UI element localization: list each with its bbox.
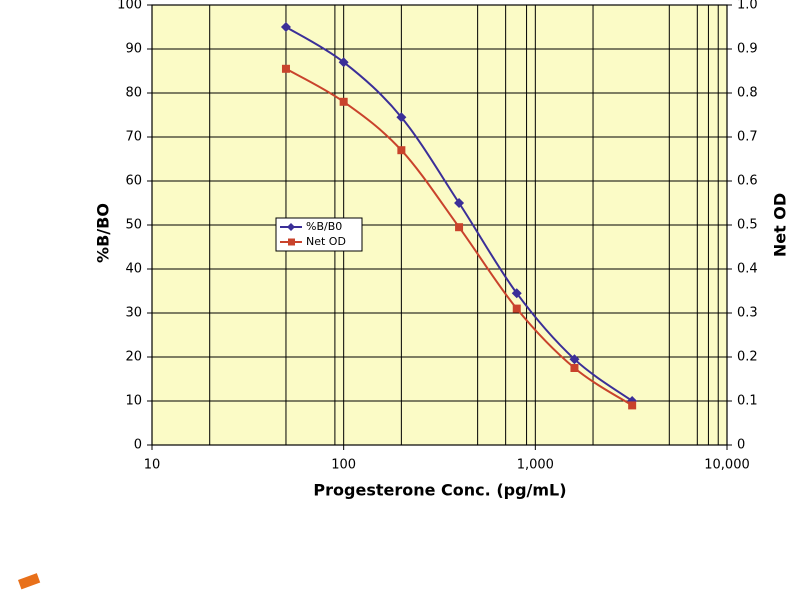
y-tick-label: 80 bbox=[125, 86, 142, 101]
x-tick-label: 10 bbox=[144, 458, 161, 473]
y-axis-title: %B/BO bbox=[94, 203, 113, 263]
data-point bbox=[396, 112, 407, 123]
data-point bbox=[397, 146, 406, 155]
y2-tick-label: 1.0 bbox=[737, 0, 758, 13]
data-point bbox=[454, 198, 465, 208]
y-tick-label: 0 bbox=[134, 438, 142, 453]
y-tick-label: 20 bbox=[125, 350, 142, 365]
legend-label: Net OD bbox=[306, 235, 346, 248]
data-point bbox=[570, 364, 579, 372]
data-point bbox=[511, 288, 522, 299]
y-tick-label: 90 bbox=[125, 42, 142, 57]
logo-shape bbox=[18, 573, 41, 590]
data-point bbox=[339, 97, 348, 106]
y-tick-label: 40 bbox=[125, 262, 142, 277]
y2-axis-title: Net OD bbox=[771, 193, 790, 257]
y2-tick-label: 0.9 bbox=[737, 42, 758, 57]
data-point bbox=[280, 22, 291, 32]
legend: %B/B0 Net OD bbox=[275, 217, 363, 252]
data-point bbox=[281, 64, 290, 73]
data-point bbox=[569, 354, 580, 365]
logo-icon bbox=[18, 573, 41, 590]
y-tick-label: 10 bbox=[125, 394, 142, 409]
y2-tick-label: 0.6 bbox=[737, 174, 758, 189]
legend-marker bbox=[288, 238, 295, 246]
y2-tick-label: 0 bbox=[737, 438, 745, 453]
data-point bbox=[512, 304, 521, 313]
y-tick-label: 60 bbox=[125, 174, 142, 189]
y-tick-label: 50 bbox=[125, 218, 142, 233]
y2-tick-label: 0.1 bbox=[737, 394, 758, 409]
y2-tick-label: 0.5 bbox=[737, 218, 758, 233]
y2-tick-label: 0.7 bbox=[737, 130, 758, 145]
y2-tick-label: 0.8 bbox=[737, 86, 758, 101]
y2-tick-label: 0.4 bbox=[737, 262, 758, 277]
y2-tick-label: 0.2 bbox=[737, 350, 758, 365]
y-tick-label: 100 bbox=[117, 0, 142, 13]
data-point bbox=[338, 57, 349, 68]
y-tick-label: 70 bbox=[125, 130, 142, 145]
legend-marker bbox=[287, 223, 295, 231]
data-point bbox=[628, 401, 637, 410]
y-tick-label: 30 bbox=[125, 306, 142, 321]
plot-frame bbox=[151, 4, 728, 446]
x-tick-label: 1,000 bbox=[517, 458, 554, 473]
legend-label: %B/B0 bbox=[306, 220, 342, 233]
data-point bbox=[455, 223, 464, 232]
y2-tick-label: 0.3 bbox=[737, 306, 758, 321]
x-axis-title: Progesterone Conc. (pg/mL) bbox=[313, 481, 566, 500]
x-tick-label: 100 bbox=[331, 458, 356, 473]
x-tick-label: 10,000 bbox=[704, 458, 750, 473]
